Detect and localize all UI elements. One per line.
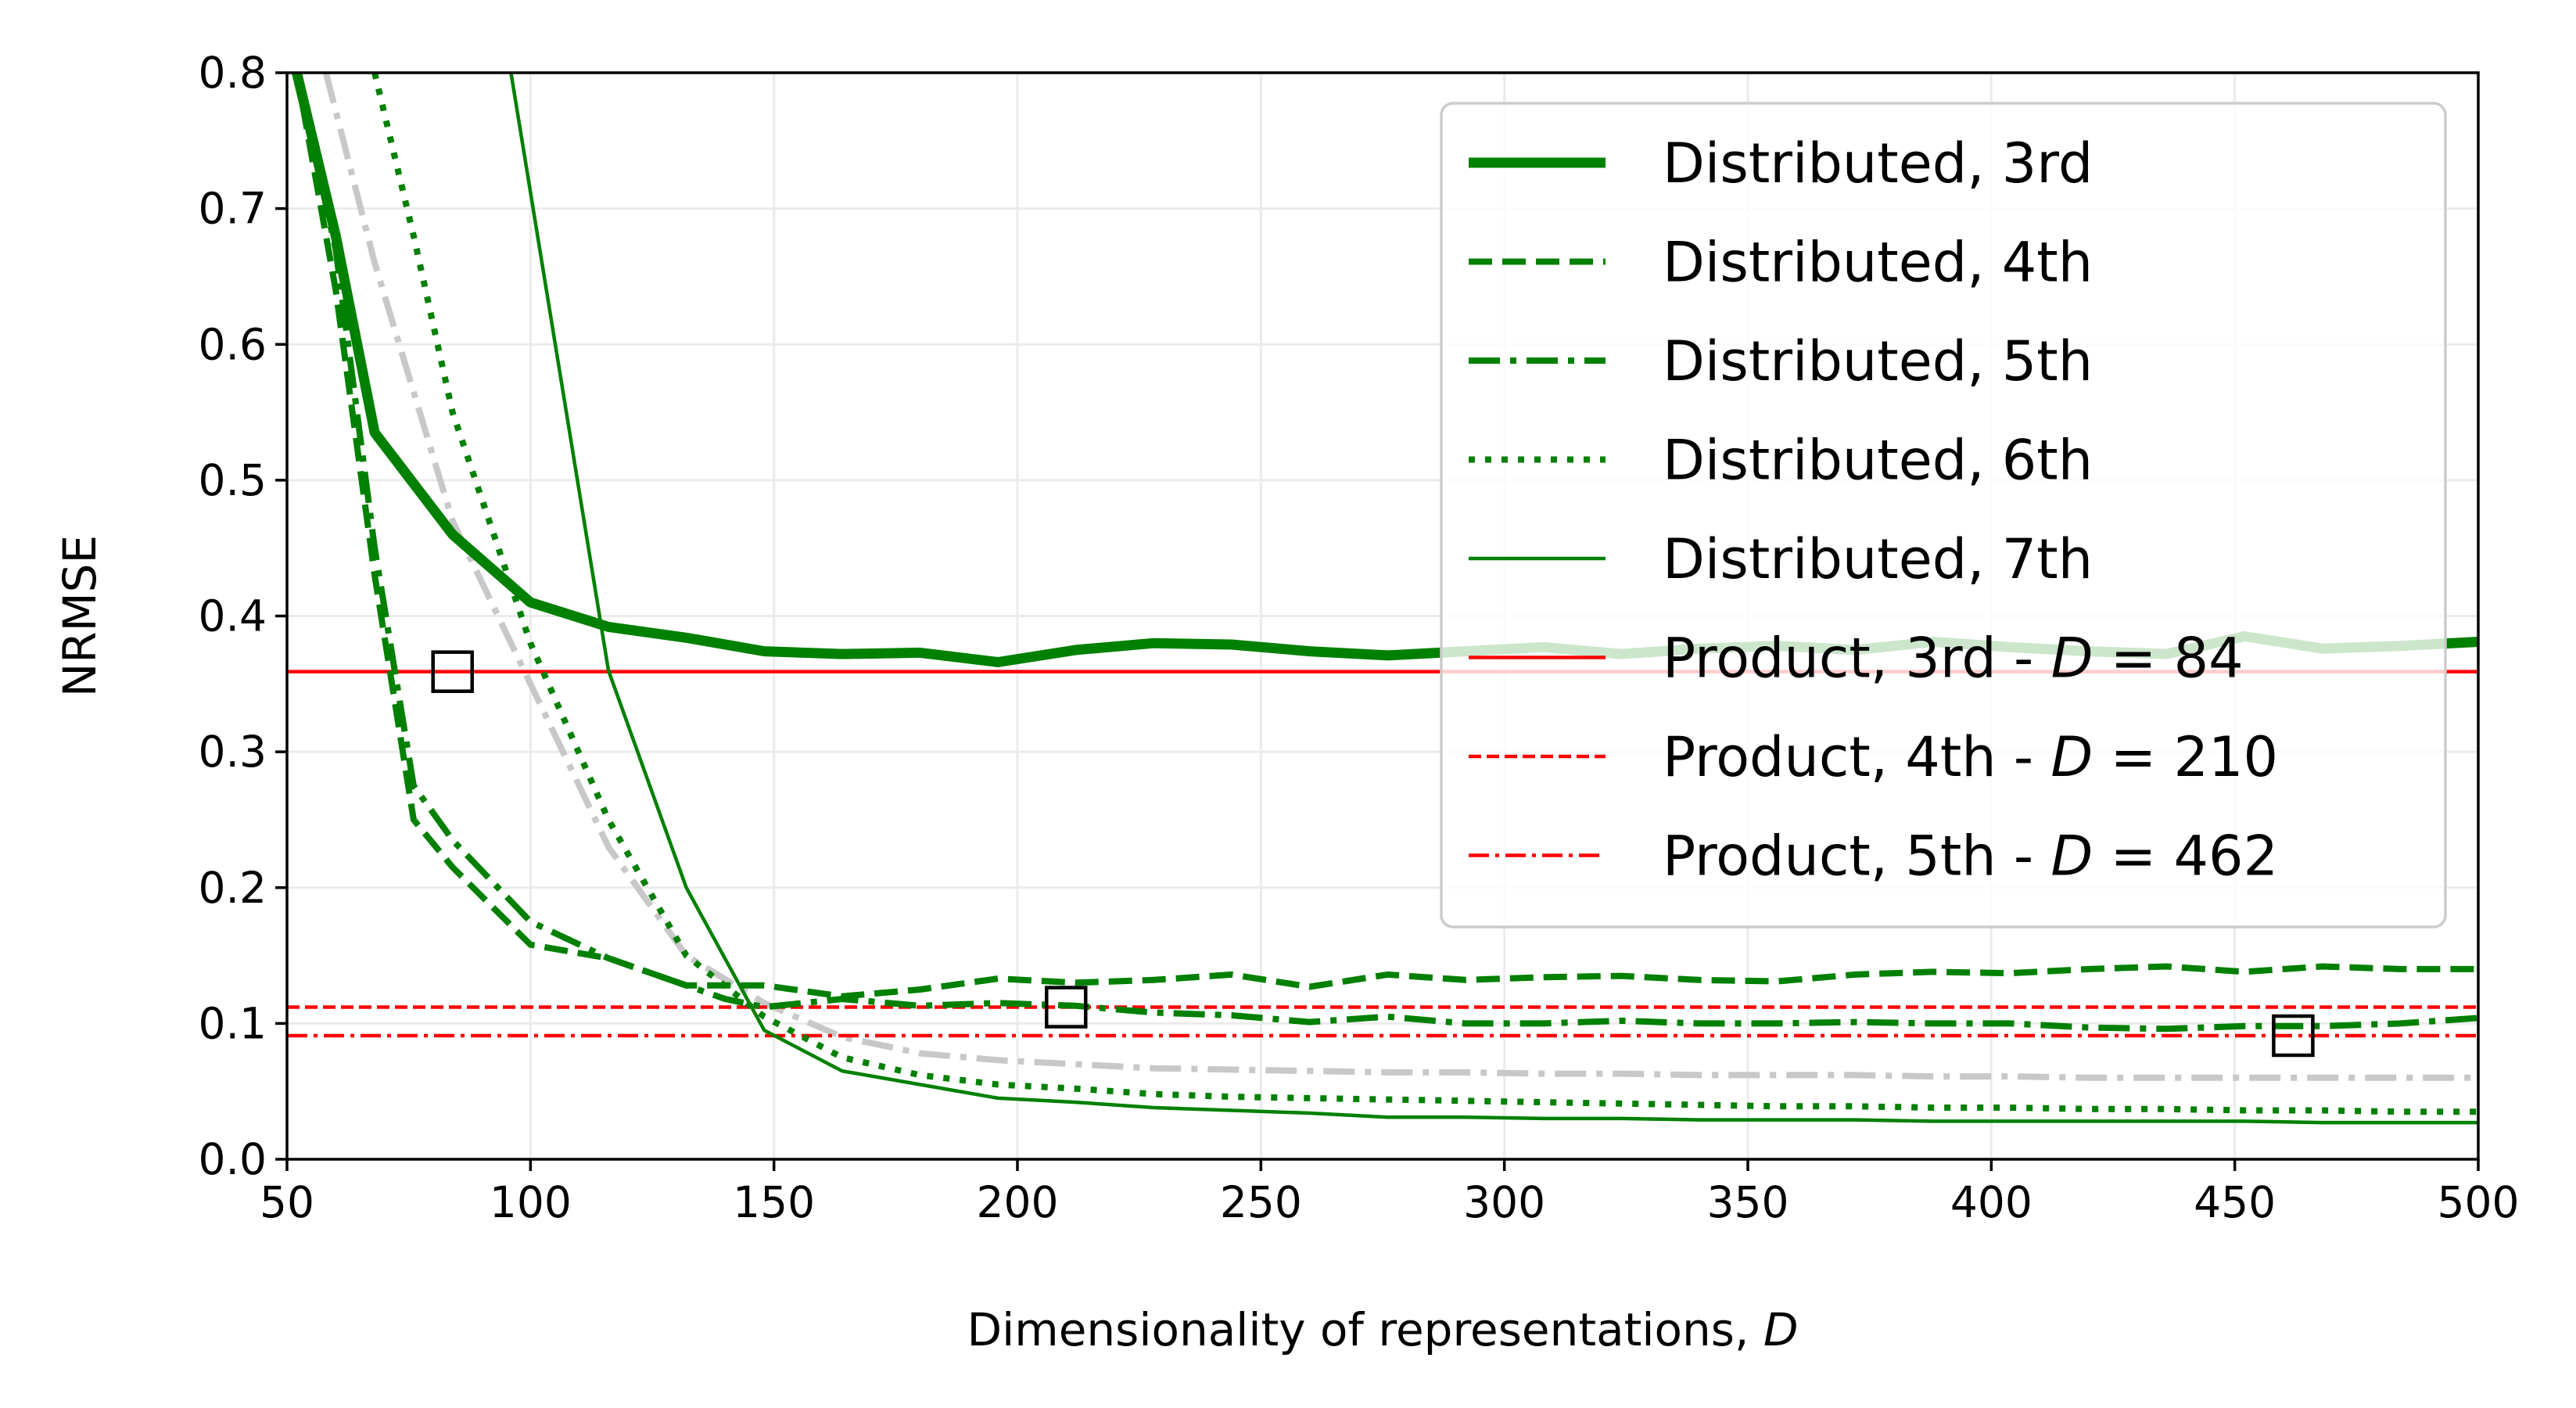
legend-label-value: = 462 [2093, 824, 2278, 889]
legend-label-distributed-7th: Distributed, 7th [1663, 527, 2093, 591]
x-tick-label: 200 [977, 1177, 1059, 1227]
legend-label-text: Product, 4th - [1663, 725, 2050, 789]
y-tick-label: 0.6 [199, 319, 267, 369]
x-tick-label: 500 [2438, 1177, 2520, 1227]
legend-box [1440, 102, 2447, 928]
legend-label-distributed-6th: Distributed, 6th [1663, 429, 2093, 493]
series-line-distributed-6th [371, 73, 2478, 1115]
legend-label-variable: D [2050, 725, 2093, 789]
x-tick-label: 100 [490, 1177, 572, 1227]
x-tick-label: 350 [1707, 1177, 1789, 1227]
y-tick-label: 0.8 [199, 48, 267, 98]
legend-label-product-4th-d-210: Product, 4th - D = 210 [1663, 725, 2278, 789]
legend-label-value: = 84 [2093, 627, 2243, 691]
legend-label-product-3rd-d-84: Product, 3rd - D = 84 [1663, 627, 2244, 691]
legend-label-distributed-4th: Distributed, 4th [1663, 231, 2093, 295]
x-tick-label: 400 [1950, 1177, 2032, 1227]
legend-label-text: Product, 5th - [1663, 824, 2050, 889]
legend-label-distributed-3rd: Distributed, 3rd [1663, 131, 2093, 196]
y-tick-label: 0.2 [199, 863, 267, 913]
series-line-distributed-7th [509, 73, 2478, 1125]
square-marker-product-4th-d-210 [1045, 986, 1088, 1029]
square-marker-product-3rd-d-84 [431, 650, 474, 693]
x-axis-label: Dimensionality of representations, D [967, 1303, 1798, 1356]
x-axis-label-variable: D [1763, 1303, 1799, 1356]
y-tick-label: 0.0 [199, 1134, 267, 1184]
x-tick-label: 150 [733, 1177, 815, 1227]
x-tick-label: 450 [2194, 1177, 2276, 1227]
y-tick-label: 0.3 [199, 727, 267, 777]
y-axis-label: NRMSE [53, 535, 106, 697]
x-tick-label: 250 [1220, 1177, 1302, 1227]
legend: Distributed, 3rd Distributed, 4th Distribu… [1440, 102, 2447, 928]
axis-ticks: 50 100 150 200 250 300 350 400 450 500 0.0 0.1 0.2 0.… [199, 48, 2520, 1227]
y-tick-label: 0.7 [199, 184, 267, 234]
legend-label-variable: D [2051, 627, 2093, 691]
legend-label-product-5th-d-462: Product, 5th - D = 462 [1663, 824, 2278, 889]
x-axis-label-text: Dimensionality of representations, [967, 1303, 1763, 1356]
y-tick-label: 0.5 [199, 455, 267, 505]
plot-markers [431, 650, 2315, 1058]
axis-labels: Dimensionality of representations, D NRMS… [53, 535, 1799, 1356]
square-marker-product-5th-d-462 [2272, 1014, 2315, 1058]
series-line-reference-curve [322, 73, 2478, 1081]
series-line-distributed-4th [293, 73, 2478, 1000]
legend-label-value: = 210 [2093, 725, 2278, 789]
y-tick-label: 0.4 [199, 591, 267, 641]
x-tick-label: 300 [1463, 1177, 1545, 1227]
legend-label-variable: D [2050, 824, 2093, 889]
x-tick-label: 50 [260, 1177, 314, 1227]
legend-label-text: Product, 3rd - [1663, 627, 2051, 691]
y-tick-label: 0.1 [199, 998, 267, 1048]
legend-label-distributed-5th: Distributed, 5th [1663, 329, 2093, 393]
